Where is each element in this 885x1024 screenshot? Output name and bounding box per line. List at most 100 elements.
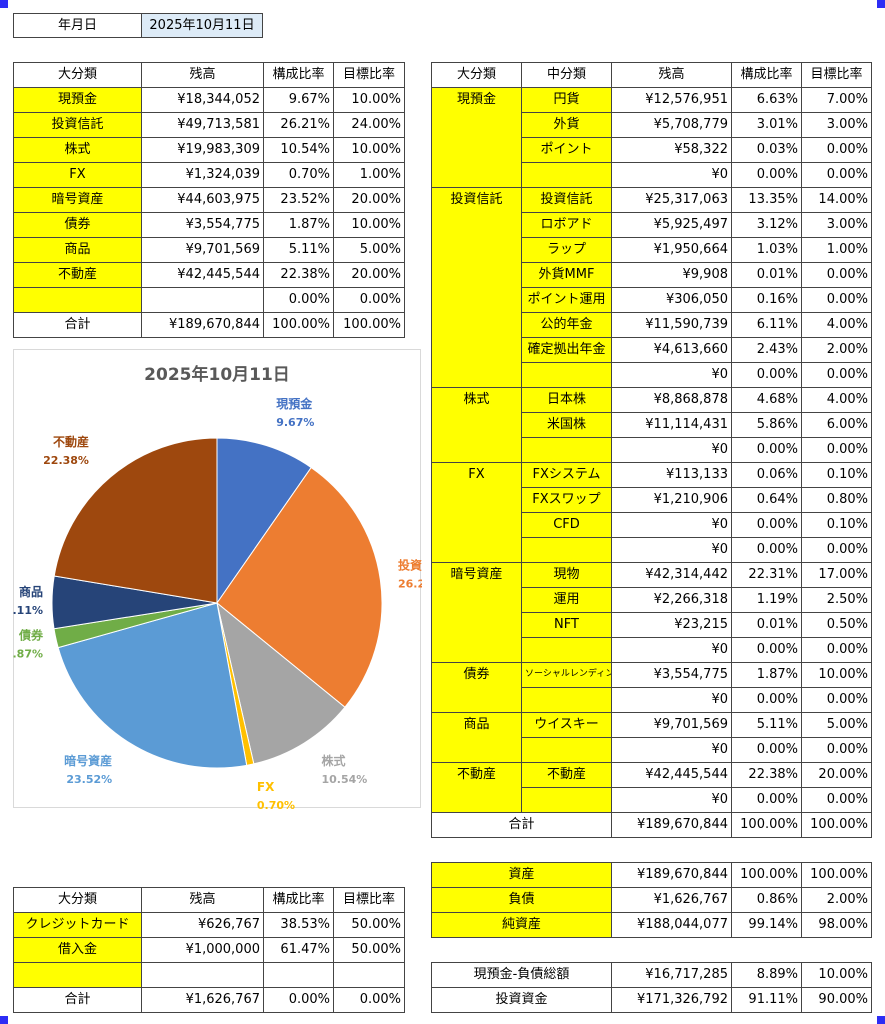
table-cell: 10.00% xyxy=(801,962,872,988)
table-cell: 24.00% xyxy=(333,112,405,138)
total-cell: 合計 xyxy=(13,312,142,338)
table-cell: 14.00% xyxy=(801,187,872,213)
table-cell xyxy=(521,537,612,563)
table-cell: ¥18,344,052 xyxy=(141,87,264,113)
table-cell xyxy=(521,687,612,713)
table-cell: ¥11,590,739 xyxy=(611,312,732,338)
total-cell: 100.00% xyxy=(263,312,334,338)
slice-label: 債券 xyxy=(18,627,44,642)
table-cell: 0.06% xyxy=(731,462,802,488)
slice-value: 22.38% xyxy=(43,454,89,467)
group-cell: 暗号資産 xyxy=(431,562,522,663)
table-cell: 22.31% xyxy=(731,562,802,588)
group-cell: 不動産 xyxy=(431,762,522,813)
group-cell: 現預金 xyxy=(431,87,522,188)
table-cell: 3.12% xyxy=(731,212,802,238)
slice-value: 1.87% xyxy=(13,647,43,660)
slice-label: 株式 xyxy=(322,753,346,768)
handle xyxy=(877,0,885,8)
table-cell: 0.00% xyxy=(801,162,872,188)
table-cell xyxy=(521,437,612,463)
table-cell: 5.86% xyxy=(731,412,802,438)
table-cell: 0.00% xyxy=(801,737,872,763)
total-cell: 100.00% xyxy=(333,312,405,338)
handle xyxy=(0,1016,8,1024)
slice-value: 26.21% xyxy=(398,577,422,590)
slice-label: 投資信託 xyxy=(398,557,422,572)
table-cell: ポイント xyxy=(521,137,612,163)
table-cell: ¥42,314,442 xyxy=(611,562,732,588)
table-cell: ¥3,554,775 xyxy=(141,212,264,238)
table-cell: ¥23,215 xyxy=(611,612,732,638)
table-cell: 6.00% xyxy=(801,412,872,438)
table-cell: ¥16,717,285 xyxy=(611,962,732,988)
table-cell: 2.50% xyxy=(801,587,872,613)
table-cell: 不動産 xyxy=(13,262,142,288)
table-cell: 0.00% xyxy=(801,137,872,163)
table-cell: 26.21% xyxy=(263,112,334,138)
table-cell: ¥44,603,975 xyxy=(141,187,264,213)
table-cell: 50.00% xyxy=(333,937,405,963)
table-cell: ¥9,701,569 xyxy=(141,237,264,263)
pie-slice xyxy=(216,466,383,708)
total-cell: ¥189,670,844 xyxy=(141,312,264,338)
table-cell: 0.00% xyxy=(731,437,802,463)
table-cell: 不動産 xyxy=(521,762,612,788)
group-cell: 投資信託 xyxy=(431,187,522,388)
table-cell xyxy=(263,962,334,988)
column-header: 中分類 xyxy=(521,62,612,88)
table-cell: ¥5,925,497 xyxy=(611,212,732,238)
total-cell: ¥1,626,767 xyxy=(141,987,264,1013)
slice-value: 0.70% xyxy=(257,799,295,809)
table-cell: ¥9,908 xyxy=(611,262,732,288)
table-cell: 0.00% xyxy=(731,362,802,388)
date-cell: 2025年10月11日 xyxy=(141,13,263,38)
table-cell: 借入金 xyxy=(13,937,142,963)
table-cell: ¥306,050 xyxy=(611,287,732,313)
table-cell: ¥49,713,581 xyxy=(141,112,264,138)
table-cell: 0.03% xyxy=(731,137,802,163)
table-cell: 4.00% xyxy=(801,312,872,338)
table-cell: ¥58,322 xyxy=(611,137,732,163)
table-cell: 投資資金 xyxy=(431,987,612,1013)
table-cell: 4.00% xyxy=(801,387,872,413)
table-cell: ¥11,114,431 xyxy=(611,412,732,438)
table-cell: 0.00% xyxy=(333,287,405,313)
table-cell: 3.00% xyxy=(801,212,872,238)
table-cell: ¥42,445,544 xyxy=(611,762,732,788)
table-cell: 0.64% xyxy=(731,487,802,513)
table-cell: 0.00% xyxy=(731,687,802,713)
table-cell: CFD xyxy=(521,512,612,538)
table-cell: 20.00% xyxy=(801,762,872,788)
table-cell: 4.68% xyxy=(731,387,802,413)
table-cell: ¥1,626,767 xyxy=(611,887,732,913)
table-cell: 0.00% xyxy=(801,687,872,713)
table-cell: ¥0 xyxy=(611,437,732,463)
slice-value: 23.52% xyxy=(66,773,112,786)
table-cell: ウイスキー xyxy=(521,712,612,738)
table-cell: 公的年金 xyxy=(521,312,612,338)
table-cell: ロボアド xyxy=(521,212,612,238)
handle xyxy=(877,1016,885,1024)
table-cell: 98.00% xyxy=(801,912,872,938)
table-cell: 商品 xyxy=(13,237,142,263)
table-cell: ¥19,983,309 xyxy=(141,137,264,163)
table-cell: 5.00% xyxy=(333,237,405,263)
total-cell: 0.00% xyxy=(333,987,405,1013)
table-cell: ¥3,554,775 xyxy=(611,662,732,688)
table-cell: 資産 xyxy=(431,862,612,888)
table-cell: ¥2,266,318 xyxy=(611,587,732,613)
table-cell: 99.14% xyxy=(731,912,802,938)
table-cell: 0.00% xyxy=(731,737,802,763)
total-cell: 0.00% xyxy=(263,987,334,1013)
table-cell xyxy=(141,287,264,313)
table-cell: 6.63% xyxy=(731,87,802,113)
table-cell: ¥626,767 xyxy=(141,912,264,938)
slice-label: 現預金 xyxy=(276,396,313,411)
table-cell: 9.67% xyxy=(263,87,334,113)
column-header: 目標比率 xyxy=(333,887,405,913)
group-cell: 株式 xyxy=(431,387,522,463)
table-cell: 0.00% xyxy=(801,262,872,288)
table-cell: 10.00% xyxy=(333,87,405,113)
table-cell: 10.00% xyxy=(801,662,872,688)
